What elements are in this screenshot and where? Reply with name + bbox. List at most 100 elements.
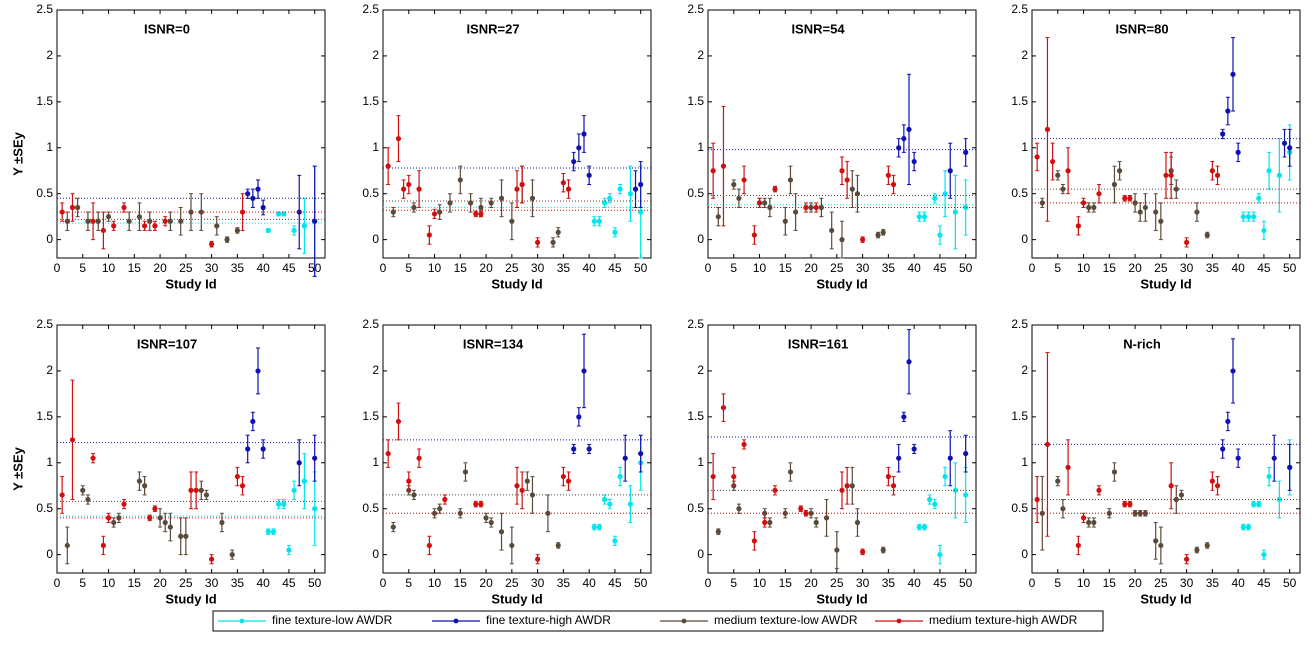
data-point	[395, 135, 402, 142]
x-tick-label: 30	[1180, 261, 1194, 275]
data-point	[1184, 556, 1190, 562]
data-point	[219, 519, 225, 526]
x-tick-label: 20	[1128, 261, 1142, 275]
x-tick-label: 0	[54, 576, 61, 590]
data-point	[550, 239, 556, 245]
x-tick-label: 35	[1206, 261, 1220, 275]
panel: 0 0.5 1 1.5 2 2.5 0 5 10 15 20 25 30 35 40 45 50 ISNR=107…	[10, 317, 326, 606]
data-point	[1271, 455, 1277, 461]
x-tick-label: 50	[634, 261, 648, 275]
data-point	[829, 227, 835, 234]
data-point	[906, 126, 912, 133]
data-point	[963, 204, 969, 211]
data-point	[1158, 218, 1164, 224]
data-point	[411, 204, 417, 211]
x-tick-label: 10	[1077, 261, 1091, 275]
data-point	[255, 186, 261, 192]
data-point	[437, 506, 443, 512]
y-tick-label: 0.5	[362, 501, 379, 515]
panel-title: ISNR=134	[463, 336, 524, 351]
data-point	[276, 211, 282, 217]
data-point	[591, 218, 597, 224]
x-tick-label: 30	[205, 576, 219, 590]
data-point	[1111, 181, 1118, 188]
data-point	[715, 214, 721, 220]
data-point	[69, 204, 76, 211]
data-point	[1209, 168, 1215, 174]
data-point	[1287, 145, 1293, 151]
data-point	[1225, 418, 1231, 425]
data-point	[147, 515, 153, 521]
data-point	[260, 204, 266, 211]
data-point	[560, 473, 566, 480]
data-point	[529, 195, 536, 201]
data-point	[555, 542, 561, 549]
data-point	[571, 446, 577, 452]
data-point	[188, 487, 194, 493]
data-point	[296, 209, 302, 215]
data-point	[854, 191, 861, 197]
y-tick-label: 2.5	[1011, 317, 1028, 331]
data-point	[1111, 469, 1118, 475]
data-point	[803, 510, 809, 516]
y-tick-label: 0	[46, 232, 53, 246]
data-point	[736, 506, 742, 512]
data-point	[1137, 209, 1143, 215]
data-point	[854, 519, 861, 526]
panel-title: ISNR=107	[137, 336, 197, 351]
data-point	[612, 229, 618, 235]
data-point	[59, 492, 65, 498]
y-tick-label: 0	[697, 232, 704, 246]
data-point	[952, 209, 958, 215]
data-point	[916, 524, 922, 530]
data-point	[416, 455, 422, 461]
y-axis-label: Y ±SEy	[10, 131, 25, 176]
data-point	[437, 209, 443, 215]
data-point	[638, 450, 644, 457]
data-point	[1235, 455, 1241, 461]
data-point	[1173, 496, 1179, 503]
data-point	[245, 191, 251, 197]
data-point	[529, 492, 536, 498]
data-point	[157, 515, 163, 521]
plot-area	[1031, 324, 1301, 574]
data-point	[715, 529, 721, 535]
data-point	[720, 405, 727, 411]
y-tick-label: 0.5	[36, 501, 53, 515]
x-axis-label: Study Id	[816, 276, 867, 291]
data-point	[473, 211, 479, 217]
plot-area	[1031, 9, 1301, 259]
x-tick-label: 35	[231, 576, 245, 590]
data-point	[85, 496, 91, 503]
y-tick-label: 0	[1021, 547, 1028, 561]
data-point	[442, 496, 448, 503]
data-point	[1220, 446, 1226, 452]
data-point	[860, 549, 866, 555]
panel: 0 0.5 1 1.5 2 2.5 0 5 10 15 20 25 30 35 40 45 50 ISNR=80 S…	[1011, 2, 1301, 291]
data-point	[911, 446, 917, 452]
data-point	[782, 510, 788, 516]
data-point	[162, 519, 168, 526]
data-point	[100, 542, 106, 549]
y-tick-label: 0.5	[362, 186, 379, 200]
data-point	[710, 168, 716, 174]
data-point	[952, 487, 958, 493]
data-point	[1060, 186, 1066, 192]
x-tick-label: 20	[479, 576, 493, 590]
x-tick-label: 30	[531, 576, 545, 590]
y-tick-label: 1.5	[687, 409, 704, 423]
data-point	[782, 218, 788, 224]
data-point	[762, 510, 768, 516]
data-point	[1039, 200, 1045, 206]
data-point	[431, 211, 438, 217]
data-point	[90, 218, 96, 224]
x-tick-label: 45	[282, 576, 296, 590]
data-point	[627, 191, 633, 197]
panel: 0 0.5 1 1.5 2 2.5 0 5 10 15 20 25 30 35 40 45 50 ISNR=161…	[687, 317, 977, 606]
y-tick-label: 1.5	[36, 94, 53, 108]
data-point	[1163, 172, 1169, 178]
x-tick-label: 40	[907, 576, 921, 590]
plot-area	[56, 324, 326, 574]
data-point	[301, 478, 307, 484]
data-point	[390, 524, 396, 530]
